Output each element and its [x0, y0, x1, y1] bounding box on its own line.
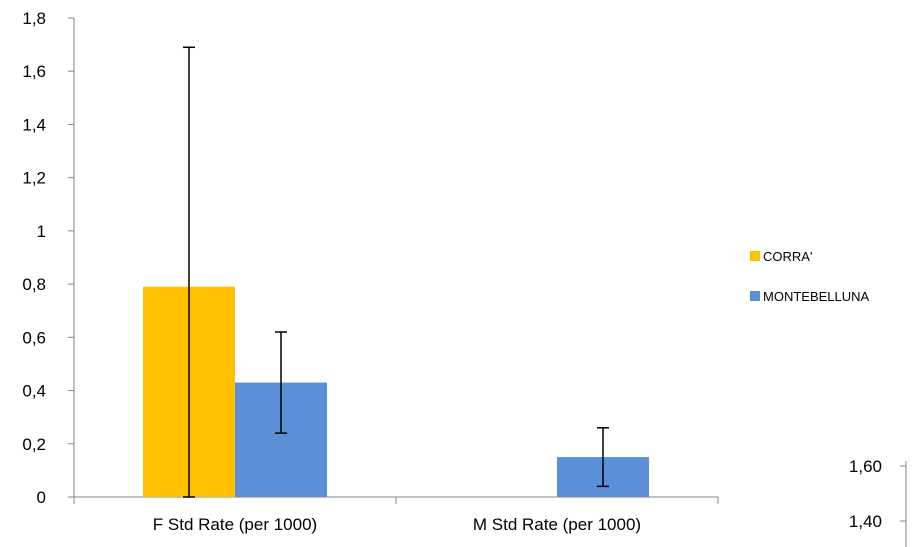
main-chart: 0 0,2 0,4 0,6 0,8 1 1,2 1,4 1,6 1,8 F Std Rate (pe…	[22, 9, 719, 534]
legend-swatch-0	[750, 251, 760, 261]
partial-chart: 1,40 1,60	[849, 457, 907, 547]
x-category-label: F Std Rate (per 1000)	[153, 515, 317, 534]
y-tick-label: 0,6	[22, 328, 46, 347]
legend: CORRA' MONTEBELLUNA	[750, 249, 870, 304]
legend-swatch-1	[750, 291, 760, 301]
y-tick-label: 1,4	[22, 115, 46, 134]
y-tick-label: 1,8	[22, 9, 46, 28]
y-tick-label: 0,2	[22, 435, 46, 454]
y-tick-label: 0,4	[22, 382, 46, 401]
y-tick-label: 1	[37, 222, 46, 241]
y-tick-label: 0	[37, 488, 46, 507]
y-tick-label: 1,2	[22, 169, 46, 188]
partial-y-tick-label: 1,60	[849, 457, 882, 476]
y-tick-label: 1,6	[22, 62, 46, 81]
legend-label-0: CORRA'	[763, 249, 812, 264]
x-category-label: M Std Rate (per 1000)	[473, 515, 641, 534]
y-tick-label: 0,8	[22, 275, 46, 294]
partial-y-tick-label: 1,40	[849, 512, 882, 531]
legend-label-1: MONTEBELLUNA	[763, 289, 870, 304]
